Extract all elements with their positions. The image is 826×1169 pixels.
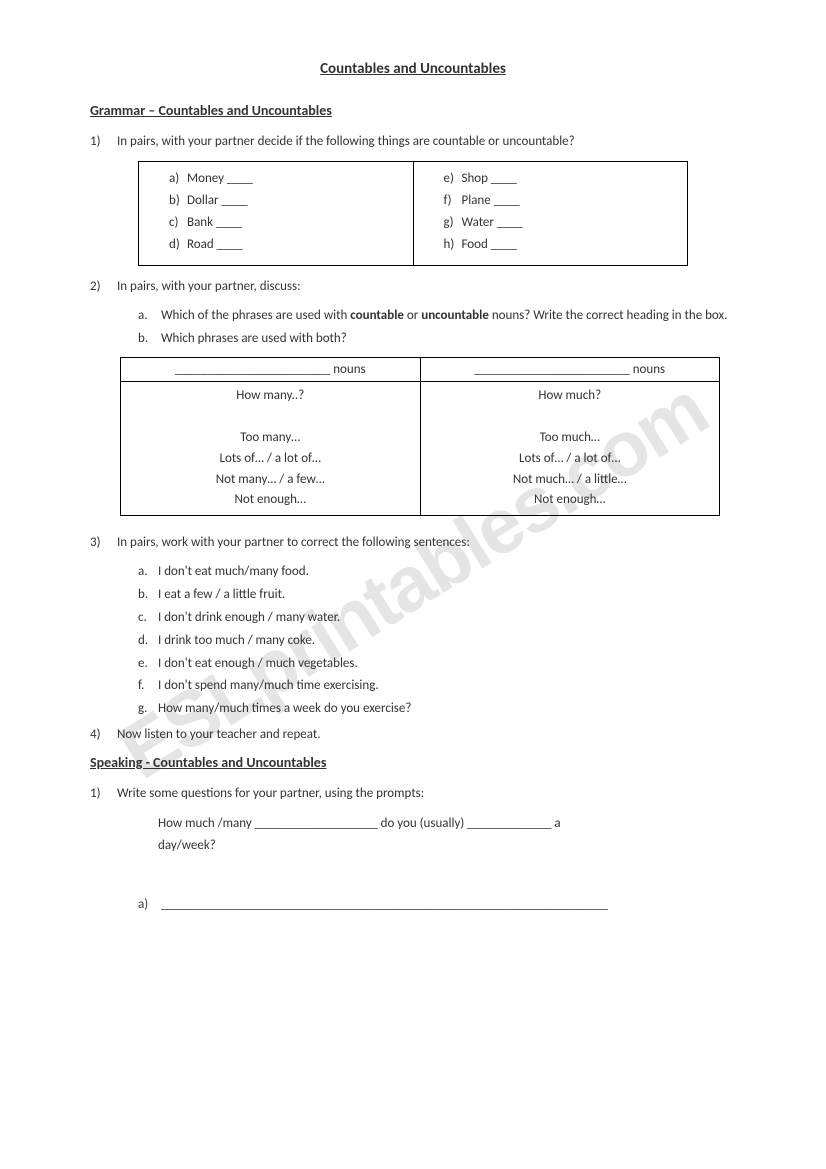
worksheet-page: Countables and Uncountables Grammar – Co… [0,0,826,952]
q1-item-h: h)Food ____ [444,234,678,256]
q2-phrase-table: ________________________ nouns _________… [120,357,720,516]
q3-num: 3) [90,534,114,552]
grammar-heading: Grammar – Countables and Uncountables [90,102,736,119]
q1-item-f: f)Plane ____ [444,190,678,212]
q2-num: 2) [90,278,114,296]
q1-item-g: g)Water ____ [444,212,678,234]
phrase-header-left: ________________________ nouns [121,358,421,382]
q1-item-b: b)Dollar ____ [169,190,403,212]
question-4: 4) Now listen to your teacher and repeat… [90,726,736,744]
q1-table: a)Money ____ b)Dollar ____ c)Bank ____ d… [138,161,688,265]
q3-sub-c: c.I don't drink enough / many water. [138,608,736,629]
sq1-num: 1) [90,785,114,803]
q4-num: 4) [90,726,114,744]
q3-sub-a: a.I don't eat much/many food. [138,562,736,583]
q1-item-c: c)Bank ____ [169,212,403,234]
q3-sub-e: e.I don't eat enough / much vegetables. [138,654,736,675]
q3-sub-d: d.I drink too much / many coke. [138,631,736,652]
question-1: 1) In pairs, with your partner decide if… [90,133,736,151]
q2-sublist: a. Which of the phrases are used with co… [138,306,736,350]
q2-text: In pairs, with your partner, discuss: [117,278,735,296]
page-title: Countables and Uncountables [90,60,736,78]
prompt-line-1: How much /many ___________________ do yo… [158,813,736,835]
q1-item-e: e)Shop ____ [444,168,678,190]
q3-sublist: a.I don't eat much/many food. b.I eat a … [138,562,736,720]
prompt-line-2: day/week? [158,835,736,857]
phrase-header-right: ________________________ nouns [420,358,720,382]
q4-text: Now listen to your teacher and repeat. [117,726,735,744]
q1-item-a: a)Money ____ [169,168,403,190]
q3-sub-f: f.I don't spend many/much time exercisin… [138,676,736,697]
phrase-right-cell: How much? Too much… Lots of… / a lot of…… [420,382,720,516]
q3-sub-g: g.How many/much times a week do you exer… [138,699,736,720]
q1-num: 1) [90,133,114,151]
q1-text: In pairs, with your partner decide if th… [117,133,735,151]
q1-right-cell: e)Shop ____ f)Plane ____ g)Water ____ h)… [413,162,688,265]
speaking-q1: 1) Write some questions for your partner… [90,785,736,803]
q1-left-cell: a)Money ____ b)Dollar ____ c)Bank ____ d… [139,162,414,265]
q1-item-d: d)Road ____ [169,234,403,256]
q2-sub-a: a. Which of the phrases are used with co… [138,306,736,327]
speaking-heading: Speaking - Countables and Uncountables [90,754,736,771]
question-3: 3) In pairs, work with your partner to c… [90,534,736,552]
question-2: 2) In pairs, with your partner, discuss: [90,278,736,296]
q3-sub-b: b.I eat a few / a little fruit. [138,585,736,606]
q3-text: In pairs, work with your partner to corr… [117,534,735,552]
q2-sub-b: b. Which phrases are used with both? [138,329,736,350]
phrase-left-cell: How many..? Too many… Lots of… / a lot o… [121,382,421,516]
sq1-text: Write some questions for your partner, u… [117,785,735,803]
answer-blank-a: a) _____________________________________… [138,897,736,912]
